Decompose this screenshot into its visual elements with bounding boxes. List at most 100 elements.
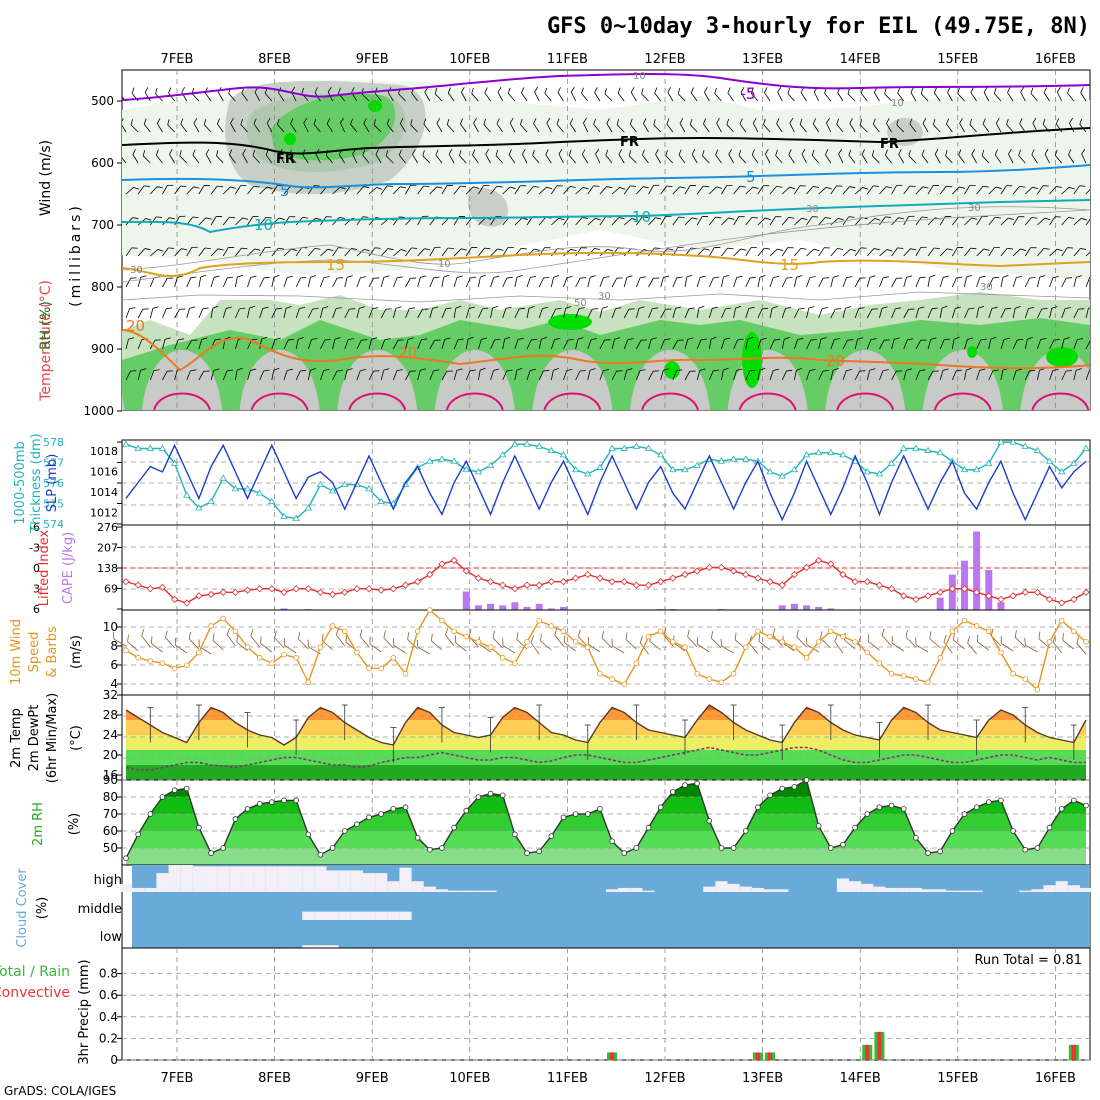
wind-barb <box>915 186 929 195</box>
wind-barb <box>1073 217 1087 226</box>
wind-barb <box>750 87 759 102</box>
y-tick-label: 600 <box>91 156 114 170</box>
data-point <box>669 465 677 473</box>
wind-barb <box>538 369 550 381</box>
wind-barb <box>623 308 635 319</box>
wind-barb <box>721 247 734 257</box>
wind-barb <box>198 247 211 257</box>
data-point <box>535 442 543 449</box>
wind-barb <box>380 308 392 319</box>
wind-barb <box>684 274 693 288</box>
data-point <box>426 571 434 579</box>
data-point <box>499 451 507 458</box>
wind-barb <box>745 276 756 288</box>
cloud-bar <box>387 911 400 920</box>
date-label: 13FEB <box>742 52 783 67</box>
y-tick-label: 574 <box>43 518 64 531</box>
wind-barb <box>666 118 674 133</box>
wind-barb <box>570 86 576 102</box>
surface-hump <box>239 350 320 410</box>
wind-barb <box>794 185 806 195</box>
data-point <box>243 485 252 492</box>
wind-barb <box>1068 149 1075 164</box>
cloud-bar <box>362 911 376 920</box>
data-point <box>486 578 495 586</box>
wind-barb <box>1076 636 1087 655</box>
data-point <box>767 633 773 640</box>
wind-barb <box>842 276 853 288</box>
wind-barb <box>210 248 224 257</box>
wind-barb <box>806 248 820 257</box>
data-point <box>997 595 1005 603</box>
cape-bar <box>547 608 555 610</box>
data-point <box>1046 639 1053 645</box>
wind-barb <box>818 307 828 319</box>
data-point <box>1045 457 1054 464</box>
cape-bar <box>803 605 811 610</box>
wind-barb <box>186 369 197 381</box>
data-point <box>1034 686 1041 693</box>
surface-hump <box>434 350 515 410</box>
wind-barb <box>623 218 638 226</box>
wind-barb <box>247 368 257 381</box>
wind-barb <box>473 118 479 133</box>
data-point <box>670 789 676 795</box>
wind-barb <box>842 369 853 381</box>
temp-contour-25 <box>153 392 1090 410</box>
temp-contour-5 <box>122 164 1090 189</box>
data-point <box>778 581 786 589</box>
data-point <box>645 633 652 640</box>
wind-barb <box>1024 277 1036 288</box>
data-point <box>243 586 252 594</box>
date-label: 7FEB <box>161 1071 194 1086</box>
data-point <box>694 670 700 677</box>
cloud-bar <box>921 889 935 892</box>
wind-barb <box>721 307 732 319</box>
temp-contour-fr <box>122 127 1090 155</box>
data-point <box>572 574 580 582</box>
wind-barb <box>679 118 686 133</box>
wind-barb <box>563 276 573 288</box>
wind-barb <box>429 369 440 381</box>
wind-barb <box>643 118 649 133</box>
data-point <box>512 660 518 666</box>
wind-barb <box>441 307 452 319</box>
wind-barb <box>226 627 236 647</box>
wind-barb <box>393 638 406 654</box>
wind-barb <box>781 306 792 319</box>
wind-barb <box>672 339 684 350</box>
wind-barb <box>222 216 236 226</box>
wind-barb <box>465 247 478 257</box>
cloud-bar <box>314 866 327 892</box>
data-point <box>900 592 908 600</box>
wind-barb <box>655 149 662 164</box>
wind-barb <box>976 185 989 195</box>
cloud-bar <box>192 866 205 892</box>
data-point <box>317 644 324 650</box>
wind-barb <box>230 118 236 133</box>
wind-barb <box>648 307 659 319</box>
y-tick-label: 575 <box>43 498 64 511</box>
wind-barb <box>550 308 562 319</box>
data-point <box>158 583 167 591</box>
wind-barb <box>502 369 513 381</box>
data-point <box>1058 599 1066 607</box>
temp-contour-25 <box>836 392 895 410</box>
data-point <box>742 571 750 579</box>
wind-barb <box>920 87 929 102</box>
wind-barb <box>660 308 672 319</box>
wind-barb <box>546 117 552 133</box>
data-point <box>644 581 653 589</box>
wind-barb <box>757 307 768 319</box>
wind-barb <box>757 337 767 350</box>
cloud-bar <box>265 866 278 892</box>
wind-barb <box>720 638 734 654</box>
cloud-bar <box>715 881 728 892</box>
wind-barb <box>471 87 479 102</box>
data-point <box>620 578 628 586</box>
data-point <box>378 811 384 817</box>
data-point <box>305 679 312 686</box>
wind-barb <box>496 118 504 133</box>
wind-barb <box>830 275 839 288</box>
wind-barb <box>903 248 917 257</box>
